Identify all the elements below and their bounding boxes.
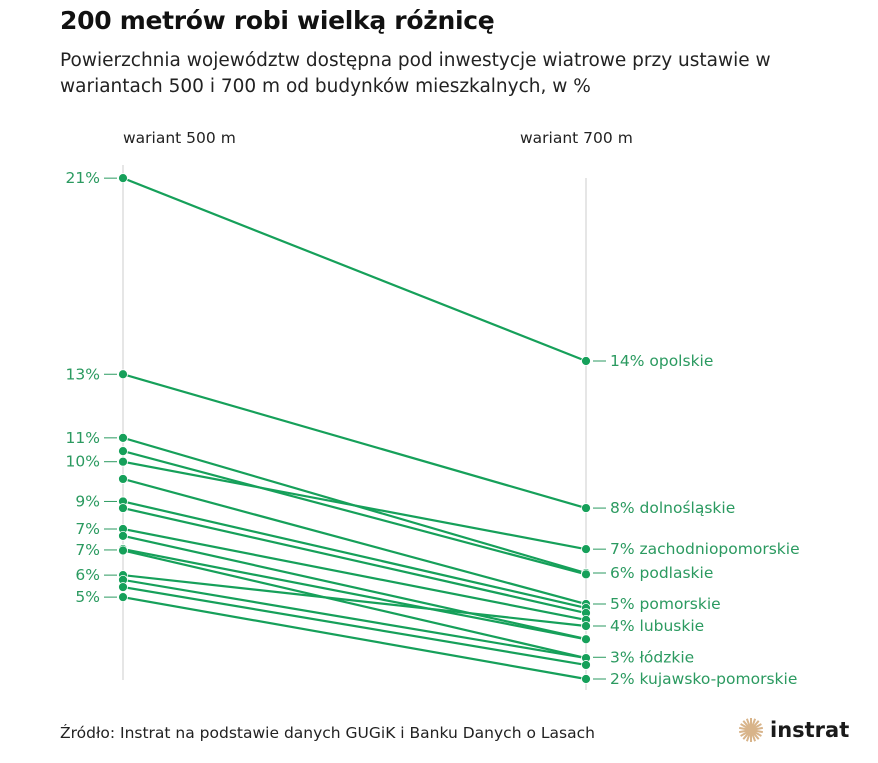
tick-label-700: 14% opolskie [610, 352, 713, 370]
slope-line [122, 373, 587, 510]
point-700 [581, 674, 591, 684]
tick-label-700: 7% zachodniopomorskie [610, 540, 800, 558]
slope-line [122, 460, 587, 551]
tick-label-500: 21% [66, 169, 100, 187]
slope-line [122, 527, 587, 621]
tick-label-500: 13% [66, 365, 100, 383]
point-700 [581, 621, 591, 631]
point-500 [118, 531, 128, 541]
point-500 [118, 592, 128, 603]
point-700 [581, 503, 591, 513]
point-500 [118, 503, 128, 513]
slope-line [122, 500, 587, 610]
point-700 [581, 660, 591, 670]
tick-label-700: 5% pomorskie [610, 595, 721, 613]
tick-label-700: 8% dolnośląskie [610, 499, 735, 517]
tick-label-500: 11% [66, 429, 100, 447]
point-500 [118, 545, 128, 556]
slope-line [122, 507, 587, 615]
slope-line [122, 578, 587, 660]
point-500 [118, 369, 128, 380]
slope-line [122, 450, 587, 576]
tick-label-700: 4% lubuskie [610, 617, 704, 635]
slope-line [122, 548, 587, 641]
column-header-700: wariant 700 m [520, 129, 633, 147]
tick-label-700: 3% łódzkie [610, 648, 694, 666]
slope-line [122, 574, 587, 628]
point-500 [118, 173, 128, 184]
chart-subtitle: Powierzchnia województw dostępna pod inw… [60, 50, 771, 97]
tick-label-500: 6% [75, 566, 100, 584]
slope-line [122, 596, 587, 681]
tick-label-500: 5% [75, 588, 100, 606]
tick-label-500: 9% [75, 492, 100, 510]
point-500 [118, 582, 128, 592]
logo-text: instrat [770, 718, 850, 742]
tick-label-500: 7% [75, 541, 100, 559]
point-500 [118, 474, 128, 484]
column-header-500: wariant 500 m [123, 129, 236, 147]
slope-line [122, 534, 587, 641]
source-note: Źródło: Instrat na podstawie danych GUGi… [60, 724, 595, 742]
tick-label-700: 6% podlaskie [610, 564, 713, 582]
slope-line [122, 585, 587, 667]
slope-line [122, 549, 587, 660]
point-500 [118, 456, 128, 467]
point-700 [581, 634, 591, 645]
tick-label-500: 7% [75, 520, 100, 538]
sun-logo-icon [739, 718, 763, 742]
point-700 [581, 544, 591, 555]
tick-label-500: 10% [66, 453, 100, 471]
point-500 [118, 446, 128, 457]
point-700 [581, 569, 591, 580]
point-700 [581, 356, 591, 366]
tick-label-700: 2% kujawsko-pomorskie [610, 670, 797, 688]
slope-line [122, 177, 587, 363]
point-500 [118, 432, 128, 443]
instrat-logo: instrat [738, 717, 849, 743]
slope-line [122, 477, 587, 606]
chart-title: 200 metrów robi wielką różnicę [60, 6, 495, 35]
